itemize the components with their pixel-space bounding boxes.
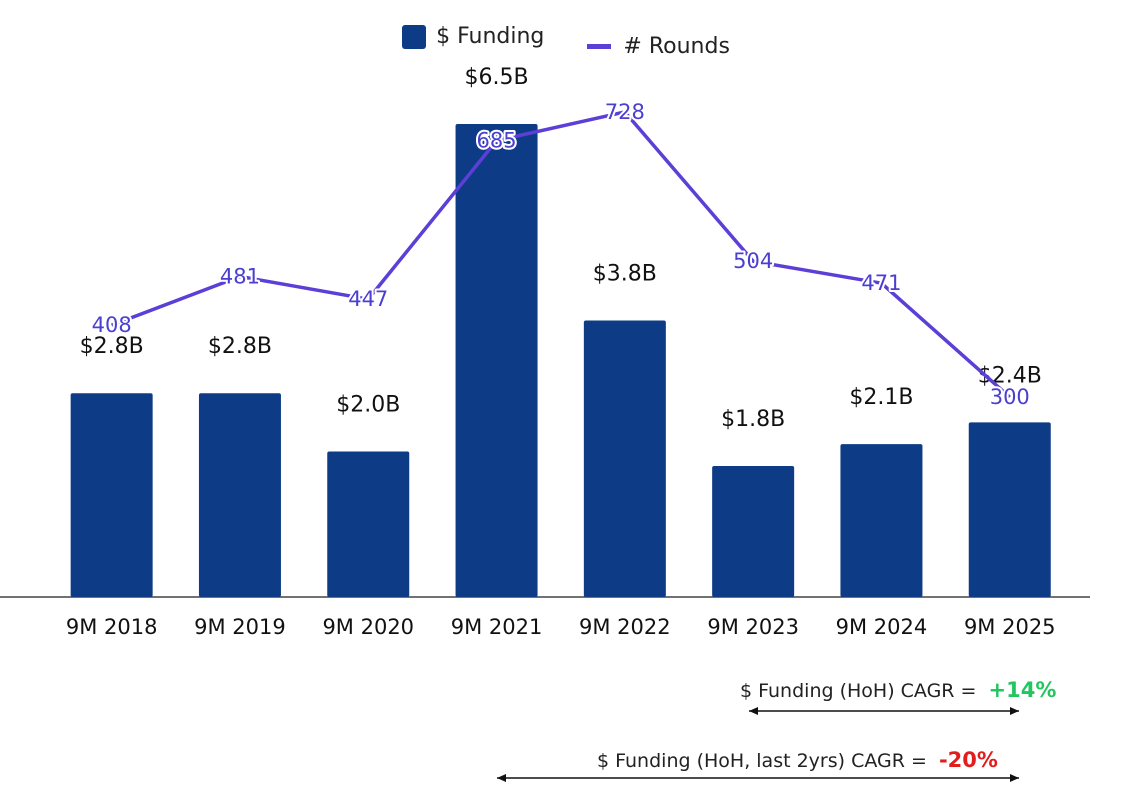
legend-label-rounds: # Rounds — [623, 33, 730, 59]
rounds-label-4: 728 — [605, 100, 645, 124]
funding-bar-7 — [968, 422, 1051, 597]
funding-label-3: $6.5B — [465, 65, 529, 90]
x-tick-label-7: 9M 2025 — [964, 615, 1056, 639]
funding-label-0: $2.8B — [80, 334, 144, 359]
x-tick-label-6: 9M 2024 — [836, 615, 928, 639]
rounds-label-6: 471 — [861, 271, 901, 295]
legend: $ Funding # Rounds — [0, 24, 1132, 59]
cagr-annotation-1: $ Funding (HoH) CAGR = +14% — [740, 678, 1056, 702]
cagr1-arrow-head-right — [1010, 707, 1019, 715]
rounds-label-2: 447 — [348, 287, 388, 311]
cagr1-arrow-head-left — [749, 707, 758, 715]
legend-swatch-funding — [402, 24, 427, 49]
x-tick-label-1: 9M 2019 — [194, 615, 286, 639]
legend-swatch-rounds — [587, 43, 612, 49]
cagr2-value: -20% — [938, 748, 998, 772]
rounds-label-1: 481 — [220, 265, 260, 289]
x-tick-label-3: 9M 2021 — [451, 615, 543, 639]
cagr1-value: +14% — [988, 678, 1057, 702]
x-tick-label-0: 9M 2018 — [66, 615, 158, 639]
x-tick-label-5: 9M 2023 — [707, 615, 799, 639]
funding-bar-6 — [840, 444, 923, 597]
funding-label-2: $2.0B — [336, 392, 400, 417]
funding-bar-3 — [455, 124, 538, 597]
rounds-label-5: 504 — [733, 249, 773, 273]
cagr2-label: $ Funding (HoH, last 2yrs) CAGR = — [597, 750, 927, 772]
funding-bar-4 — [583, 320, 666, 597]
rounds-line — [111, 110, 1011, 399]
legend-item-funding[interactable]: $ Funding — [402, 24, 544, 49]
legend-label-funding: $ Funding — [436, 24, 545, 49]
funding-bar-1 — [198, 393, 281, 597]
x-tick-label-4: 9M 2022 — [579, 615, 671, 639]
legend-item-rounds[interactable]: # Rounds — [587, 34, 730, 59]
funding-label-5: $1.8B — [721, 407, 785, 432]
cagr2-arrow-head-right — [1010, 774, 1019, 782]
rounds-label-7: 300 — [990, 385, 1030, 409]
funding-bar-0 — [70, 393, 153, 597]
cagr2-arrow-head-left — [497, 774, 506, 782]
funding-label-6: $2.1B — [849, 385, 913, 410]
funding-label-1: $2.8B — [208, 334, 272, 359]
funding-label-4: $3.8B — [593, 261, 657, 286]
funding-bar-2 — [327, 451, 410, 597]
x-tick-label-2: 9M 2020 — [322, 615, 414, 639]
rounds-label-3: 685 — [477, 129, 517, 153]
cagr1-label: $ Funding (HoH) CAGR = — [740, 680, 977, 702]
cagr-annotation-2: $ Funding (HoH, last 2yrs) CAGR = -20% — [597, 748, 998, 772]
funding-bar-5 — [712, 466, 795, 597]
rounds-label-0: 408 — [92, 313, 132, 337]
